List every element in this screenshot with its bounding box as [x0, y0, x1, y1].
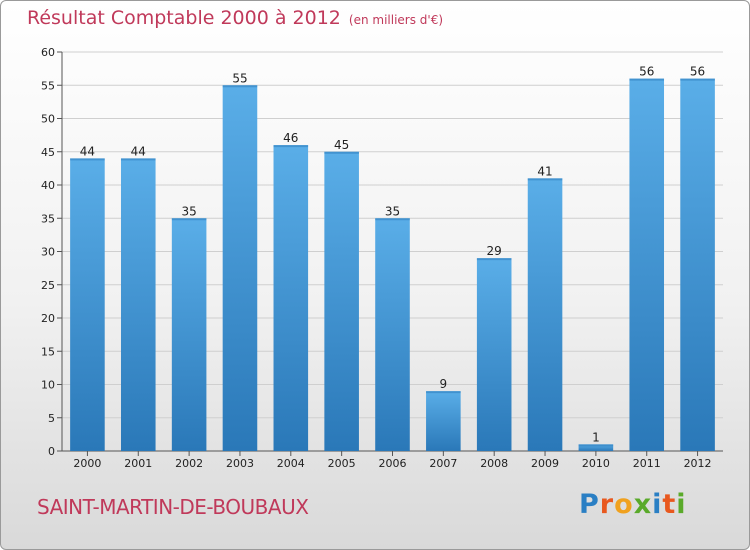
- bar-top-edge: [680, 78, 715, 81]
- x-tick-label: 2004: [277, 457, 305, 470]
- bar: [70, 158, 105, 451]
- y-tick-label: 40: [41, 179, 55, 192]
- y-tick-label: 20: [41, 312, 55, 325]
- bar-top-edge: [324, 151, 359, 154]
- brand-logo-letter: o: [614, 489, 634, 520]
- commune-name: SAINT-MARTIN-DE-BOUBAUX: [37, 495, 309, 519]
- chart-title-text: Résultat Comptable 2000 à 2012: [27, 7, 341, 29]
- value-label: 35: [181, 204, 196, 218]
- y-tick-label: 45: [41, 146, 55, 159]
- y-tick-label: 25: [41, 279, 55, 292]
- bar: [680, 78, 715, 451]
- bar: [222, 85, 258, 451]
- brand-logo-letter: i: [676, 489, 687, 520]
- brand-logo-letter: x: [633, 489, 653, 520]
- brand-logo-letter: r: [599, 489, 615, 520]
- bar: [324, 151, 359, 451]
- bar: [171, 218, 207, 451]
- value-label: 29: [487, 244, 502, 258]
- brand-logo-letter: t: [662, 489, 677, 520]
- x-tick-label: 2011: [633, 457, 661, 470]
- bar-top-edge: [629, 78, 665, 81]
- x-tick-label: 2005: [328, 457, 356, 470]
- brand-logo-letter: P: [579, 489, 600, 520]
- brand-logo-letter: i: [652, 489, 663, 520]
- chart-title: Résultat Comptable 2000 à 2012 (en millie…: [27, 7, 443, 29]
- value-label: 9: [440, 377, 448, 391]
- value-label: 1: [592, 430, 600, 444]
- y-tick-label: 10: [41, 379, 55, 392]
- bar-top-edge: [578, 444, 614, 447]
- x-tick-label: 2006: [379, 457, 407, 470]
- value-label: 56: [639, 65, 654, 79]
- y-tick-label: 30: [41, 246, 55, 259]
- y-tick-label: 35: [41, 212, 55, 225]
- x-tick-label: 2003: [226, 457, 254, 470]
- bar: [476, 258, 512, 451]
- x-tick-label: 2000: [73, 457, 101, 470]
- bar: [120, 158, 156, 451]
- value-label: 35: [385, 204, 400, 218]
- x-tick-label: 2007: [429, 457, 457, 470]
- value-label: 41: [537, 164, 552, 178]
- value-label: 55: [232, 71, 247, 85]
- y-tick-label: 60: [41, 46, 55, 59]
- y-tick-label: 0: [48, 445, 55, 458]
- y-tick-label: 55: [41, 79, 55, 92]
- bar: [273, 145, 309, 451]
- value-label: 46: [283, 131, 298, 145]
- bar: [426, 391, 461, 451]
- value-label: 44: [131, 144, 146, 158]
- value-label: 56: [690, 65, 705, 79]
- bar-top-edge: [273, 145, 309, 148]
- bar-top-edge: [171, 218, 207, 221]
- brand-logo: Proxiti: [579, 489, 687, 520]
- bar-top-edge: [70, 158, 105, 161]
- bar-top-edge: [120, 158, 156, 161]
- bar-top-edge: [527, 178, 563, 181]
- y-tick-label: 15: [41, 345, 55, 358]
- value-label: 44: [80, 144, 95, 158]
- bar: [629, 78, 665, 451]
- x-tick-label: 2009: [531, 457, 559, 470]
- bar-layer: [70, 78, 715, 451]
- x-tick-label: 2002: [175, 457, 203, 470]
- chart-unit: (en milliers d'€): [348, 13, 444, 27]
- x-tick-label: 2008: [480, 457, 508, 470]
- bar: [527, 178, 563, 451]
- value-label: 45: [334, 138, 349, 152]
- bar: [375, 218, 410, 451]
- bar: [578, 444, 614, 451]
- x-tick-label: 2010: [582, 457, 610, 470]
- bar-top-edge: [426, 391, 461, 394]
- bar-top-edge: [222, 85, 258, 88]
- axis-layer: 0 5 10 15 20 25 30 35 40 45 50 55 60 2000 2001 2002 2003…: [41, 46, 723, 470]
- x-tick-label: 2012: [684, 457, 712, 470]
- bar-top-edge: [476, 258, 512, 261]
- label-layer: 44 44 35 55 46 45 35 9 29 41 1 56 56: [80, 65, 705, 445]
- y-tick-label: 50: [41, 113, 55, 126]
- x-tick-label: 2001: [124, 457, 152, 470]
- bar-top-edge: [375, 218, 410, 221]
- y-tick-label: 5: [48, 412, 55, 425]
